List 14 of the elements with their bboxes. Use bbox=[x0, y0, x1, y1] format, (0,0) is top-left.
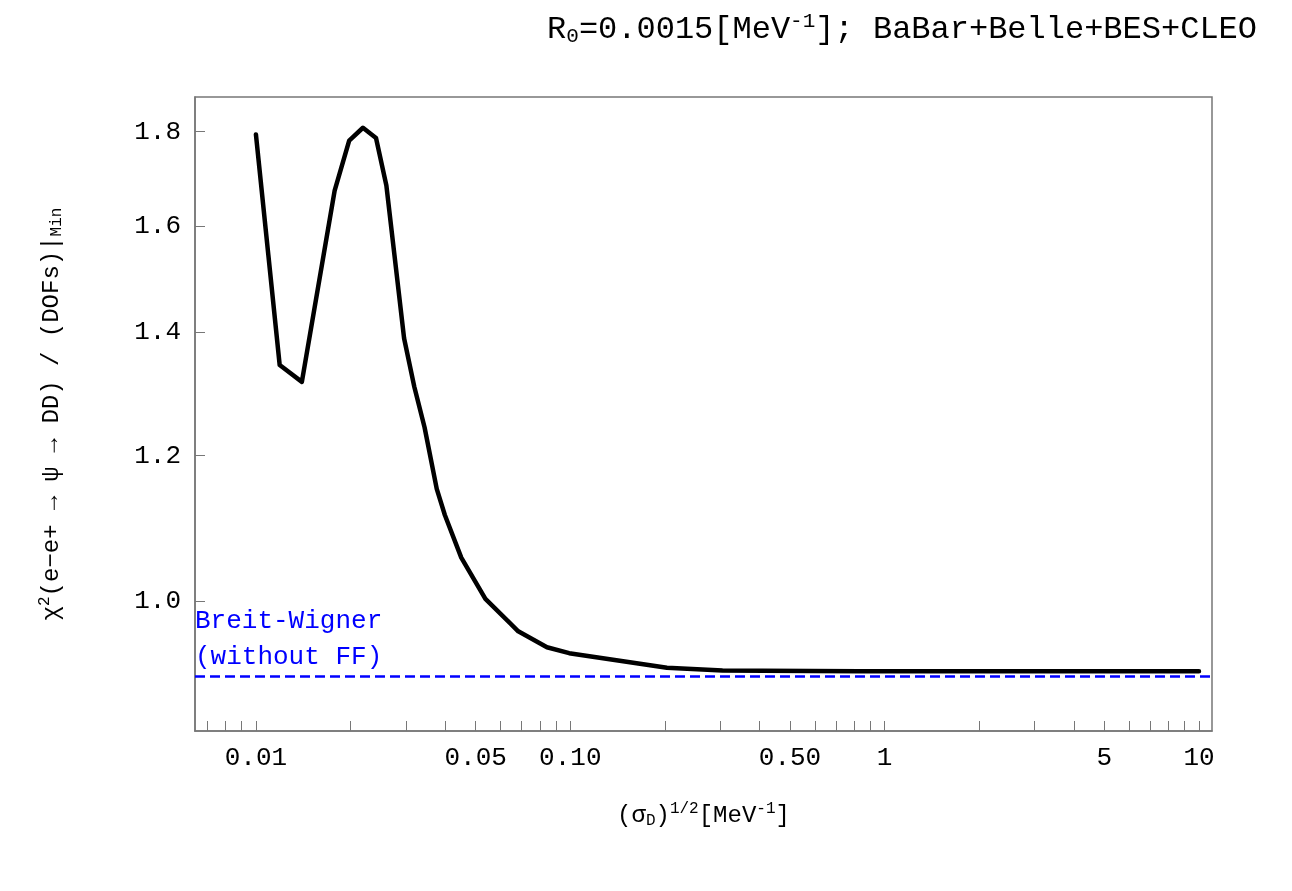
x-tick-label: 5 bbox=[1096, 743, 1113, 773]
y-tick-label: 1.2 bbox=[134, 440, 181, 471]
x-tick-label: 10 bbox=[1183, 743, 1215, 773]
y-tick-label: 1.4 bbox=[134, 317, 181, 348]
x-tick-label: 0.01 bbox=[224, 743, 288, 773]
y-axis-title: χ2(e−e+ → ψ → DD) / (DOFs)|Min bbox=[36, 207, 66, 621]
x-tick-label: 0.05 bbox=[444, 743, 507, 773]
y-tick-label: 1.0 bbox=[134, 586, 181, 617]
x-tick-label: 0.10 bbox=[539, 743, 602, 773]
y-tick-label: 1.6 bbox=[134, 210, 181, 241]
x-tick-label: 1 bbox=[876, 743, 893, 773]
y-tick-label: 1.8 bbox=[134, 116, 181, 147]
ref-line-label: Breit-Wigner (without FF) bbox=[195, 605, 383, 672]
x-tick-label: 0.50 bbox=[758, 743, 822, 773]
